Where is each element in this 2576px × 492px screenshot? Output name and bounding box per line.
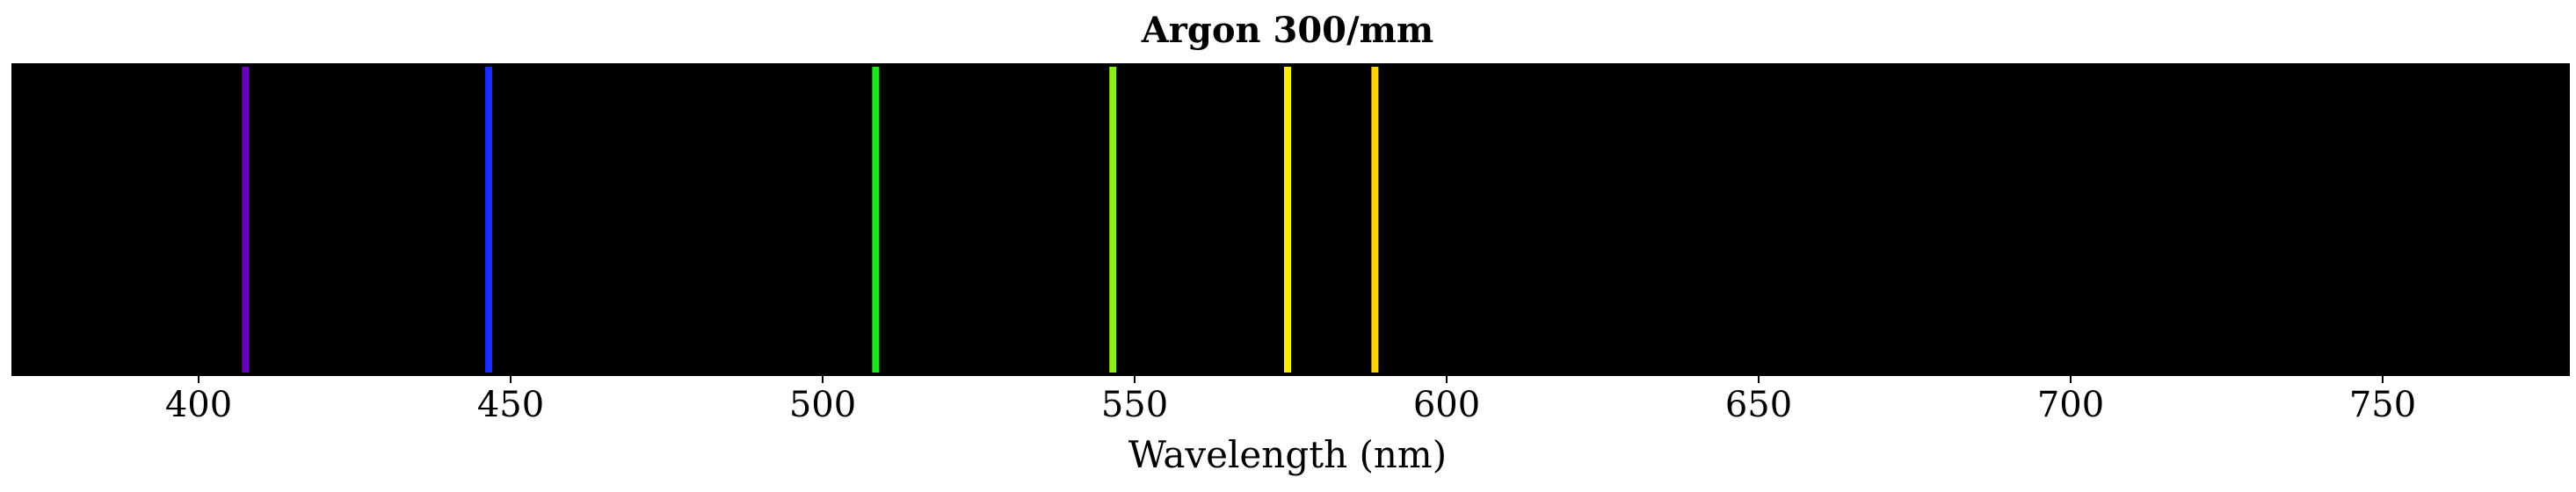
x-tick-label-750: 750 [2349,385,2416,425]
x-tick-label-550: 550 [1101,385,1168,425]
emission-line-6 [1371,67,1379,373]
x-tick-label-700: 700 [2037,385,2104,425]
emission-line-3 [872,67,880,373]
emission-lines [242,67,1379,373]
chart-title: Argon 300/mm [1141,10,1434,51]
x-tick-label-650: 650 [1725,385,1792,425]
x-tick-label-450: 450 [477,385,544,425]
x-tick-label-400: 400 [165,385,232,425]
x-axis-ticks: 400 450 500 550 600 650 700 750 [165,376,2416,425]
emission-line-5 [1284,67,1291,373]
emission-line-2 [485,67,493,373]
emission-line-4 [1109,67,1117,373]
emission-line-1 [242,67,250,373]
x-tick-label-500: 500 [789,385,856,425]
x-axis-label: Wavelength (nm) [1128,433,1447,476]
x-tick-label-600: 600 [1413,385,1480,425]
